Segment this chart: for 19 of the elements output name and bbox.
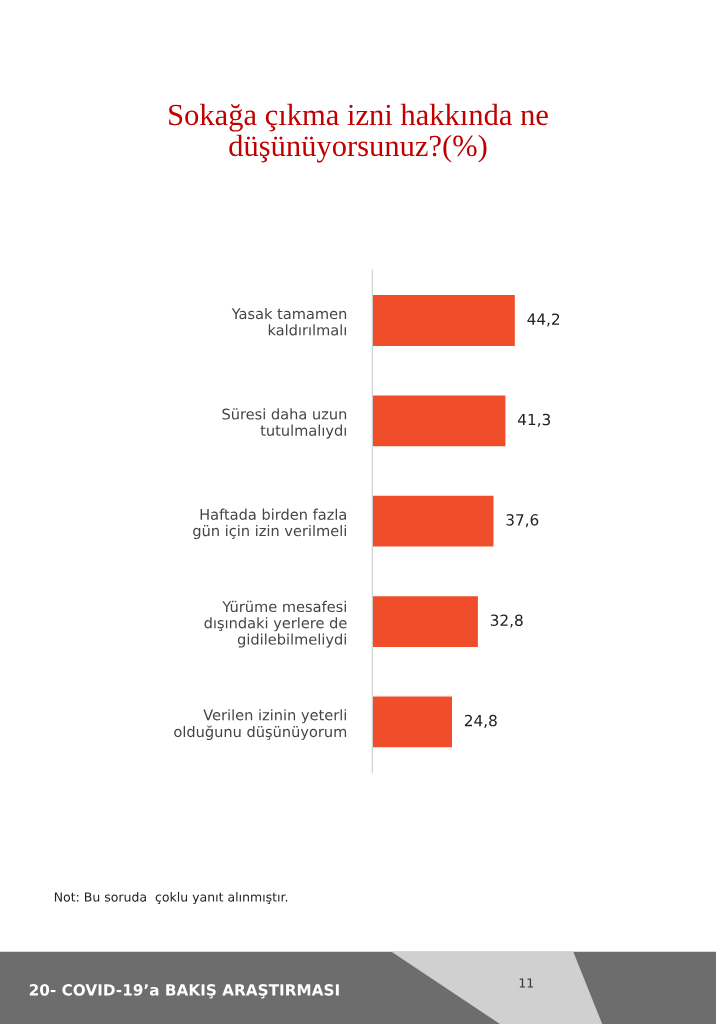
bar	[372, 695, 454, 749]
bar	[372, 394, 507, 448]
y-tick-label: Yürüme mesafesi dışındaki yerlere de gidilebilmeliydi	[204, 600, 347, 648]
data-label: 44,2	[527, 313, 560, 327]
text: 20- COVID-19’a BAKIŞ ARAŞTIRMASI	[29, 984, 339, 999]
text: Not: Bu soruda çoklu yanıt alınmıştır.	[54, 892, 288, 905]
data-label: 24,8	[464, 714, 497, 728]
y-tick-label: Süresi daha uzun tutulmalıydı	[222, 408, 347, 439]
data-label: 37,6	[506, 514, 539, 528]
chart-title: Sokağa çıkma izni hakkında ne düşünüyorsunuz?(%)	[169, 103, 548, 163]
bar	[372, 293, 517, 348]
y-tick-label: Haftada birden fazla gün için izin verilmeli	[193, 508, 346, 540]
y-tick-label: Verilen izinin yeterli olduğunu düşünüyorum	[174, 709, 347, 741]
bar	[372, 594, 480, 649]
y-tick-label: Yasak tamamen kaldırılmalı	[231, 307, 347, 336]
text: 11	[519, 978, 534, 988]
bar	[372, 494, 495, 549]
data-label: 32,8	[490, 614, 523, 628]
data-label: 41,3	[517, 413, 551, 427]
